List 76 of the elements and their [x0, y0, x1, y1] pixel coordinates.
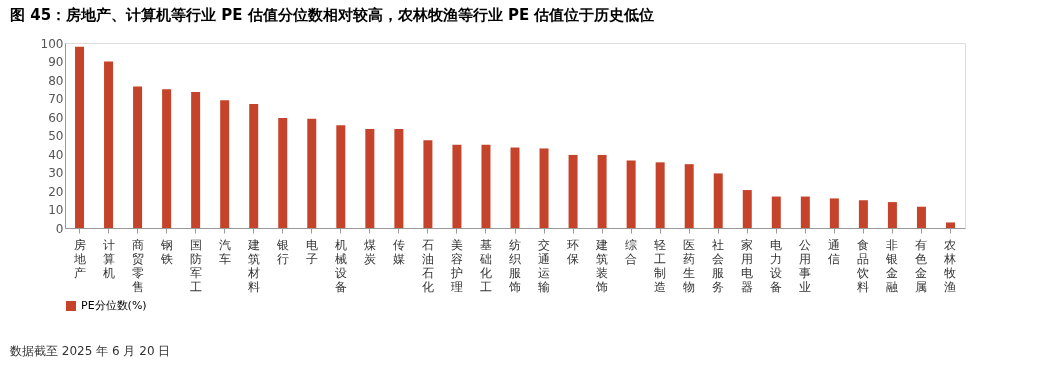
- x-tick-label: 房地产: [72, 237, 86, 280]
- bar: [829, 198, 839, 228]
- bar: [858, 200, 868, 228]
- x-tick-label: 煤炭: [363, 237, 376, 266]
- bar: [800, 196, 810, 228]
- legend-label: PE分位数(%): [81, 299, 147, 312]
- x-tick-label: 建筑材料: [246, 237, 260, 294]
- x-tick-label: 环保: [567, 237, 580, 266]
- bar: [336, 125, 346, 228]
- bar: [452, 144, 462, 228]
- x-tick-label: 农林牧渔: [943, 237, 957, 294]
- bar: [162, 89, 172, 228]
- y-tick-label: 100: [40, 36, 64, 51]
- bar: [597, 154, 607, 228]
- x-tick-label: 国防军工: [189, 237, 202, 294]
- bar: [945, 222, 955, 228]
- x-tick-label: 公用事业: [799, 237, 812, 294]
- x-tick-label: 非银金融: [885, 237, 899, 294]
- x-tick-label: 家用电器: [741, 237, 754, 294]
- y-tick-label: 10: [48, 203, 64, 217]
- bar: [365, 129, 375, 228]
- x-tick-label: 食品饮料: [856, 237, 870, 294]
- bar: [742, 190, 752, 228]
- x-tick-label: 传媒: [392, 237, 405, 266]
- bar: [75, 46, 85, 228]
- bar: [771, 196, 781, 228]
- bar: [713, 173, 723, 228]
- y-tick-label: 60: [48, 110, 64, 125]
- y-tick-label: 50: [48, 129, 64, 143]
- bar: [423, 140, 433, 228]
- x-tick-label: 计算机: [102, 237, 115, 280]
- y-tick-label: 40: [48, 147, 64, 162]
- x-tick-label: 美容护理: [449, 237, 463, 294]
- bar: [655, 162, 665, 228]
- bar: [887, 202, 897, 228]
- bar: [684, 164, 694, 228]
- bar: [307, 118, 317, 228]
- x-tick-label: 有色金属: [915, 237, 928, 294]
- bar: [104, 61, 114, 228]
- bar: [249, 104, 259, 228]
- bar: [626, 160, 636, 228]
- bar: [481, 144, 491, 228]
- bar: [191, 92, 201, 228]
- x-tick-label: 电子: [305, 237, 318, 266]
- x-tick-label: 轻工制造: [654, 237, 667, 294]
- bar: [916, 206, 926, 228]
- bar: [394, 129, 404, 228]
- x-tick-label: 医药生物: [683, 237, 696, 294]
- bar: [220, 100, 230, 228]
- x-tick-label: 建筑装饰: [595, 237, 609, 294]
- x-tick-label: 电力设备: [770, 237, 783, 294]
- x-tick-label: 汽车: [218, 237, 231, 266]
- x-tick-label: 通信: [828, 237, 841, 266]
- x-tick-label: 机械设备: [334, 237, 347, 294]
- x-tick-label: 钢铁: [159, 237, 173, 266]
- bar: [568, 154, 578, 228]
- x-tick-label: 综合: [625, 237, 638, 266]
- bar: [278, 117, 288, 228]
- chart-title: 图 45：房地产、计算机等行业 PE 估值分位数相对较高，农林牧渔等行业 PE 估值位于历史低位: [10, 6, 655, 24]
- bar: [133, 86, 143, 228]
- y-tick-label: 70: [48, 92, 64, 106]
- y-tick-label: 90: [48, 55, 64, 69]
- bar: [510, 147, 520, 228]
- y-tick-label: 20: [48, 184, 64, 199]
- x-tick-label: 交通运输: [538, 237, 551, 294]
- y-tick-label: 0: [55, 221, 64, 236]
- x-tick-label: 基础化工: [478, 237, 492, 294]
- y-tick-label: 30: [48, 166, 64, 180]
- y-tick-label: 80: [48, 73, 64, 88]
- x-tick-label: 纺织服饰: [508, 237, 521, 294]
- bar: [539, 148, 549, 228]
- x-tick-label: 社会服务: [712, 237, 725, 294]
- x-tick-label: 银行: [275, 237, 289, 266]
- x-tick-label: 商贸零售: [131, 237, 144, 294]
- x-tick-label: 石油石化: [421, 237, 434, 294]
- text: 数据截至 2025 年 6 月 20 日: [10, 344, 171, 358]
